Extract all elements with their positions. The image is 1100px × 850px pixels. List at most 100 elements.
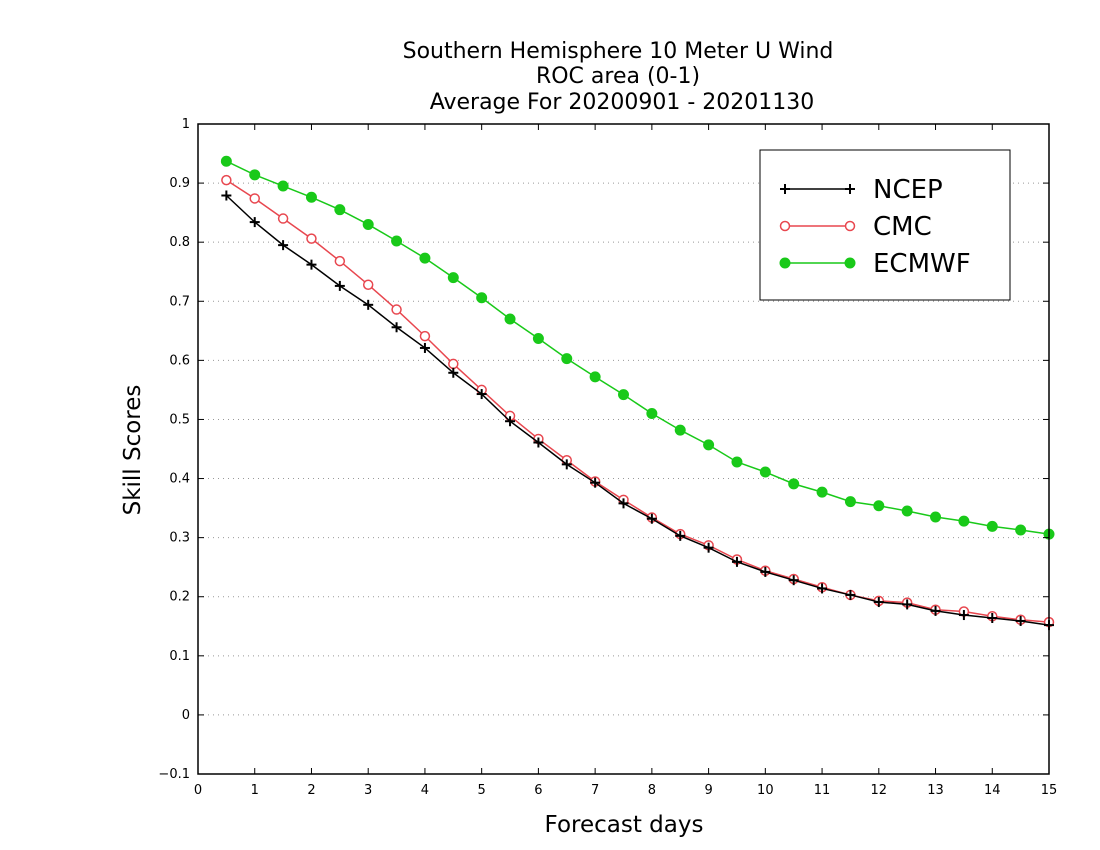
data-point-ecmwf (1015, 524, 1027, 536)
data-point-ncep (845, 589, 856, 600)
x-tick-label: 14 (984, 783, 1001, 798)
x-tick-label: 2 (307, 783, 315, 798)
data-point-ecmwf (930, 511, 942, 523)
data-point-ncep (618, 498, 629, 509)
y-tick-label: 0.3 (169, 531, 190, 546)
y-tick-label: 1 (182, 117, 190, 132)
y-tick-label: 0.4 (169, 472, 190, 487)
legend-box (759, 149, 1011, 301)
x-tick-label: 9 (704, 783, 712, 798)
x-tick-label: 1 (251, 783, 259, 798)
legend-marker (780, 184, 790, 194)
data-point-cmc (306, 233, 317, 244)
y-tick-label: −0.1 (158, 767, 190, 782)
y-axis-title: Skill Scores (120, 385, 146, 516)
data-point-ncep (363, 299, 374, 310)
data-point-ecmwf (986, 520, 998, 532)
x-tick-label: 0 (194, 783, 202, 798)
data-point-cmc (419, 330, 431, 342)
y-tick-label: 0.9 (169, 176, 190, 191)
data-point-ncep (391, 322, 402, 333)
data-point-ecmwf (816, 486, 828, 498)
y-tick-label: 0.1 (169, 649, 190, 664)
data-point-ncep (958, 610, 969, 621)
data-point-cmc (362, 279, 374, 290)
data-point-ecmwf (561, 353, 573, 365)
data-point-ncep (731, 556, 742, 567)
data-point-ncep (419, 342, 430, 353)
data-point-ecmwf (788, 478, 800, 490)
legend: NCEP CMC ECMWF (759, 149, 1011, 301)
data-point-ecmwf (589, 371, 601, 383)
x-tick-label: 12 (871, 783, 888, 798)
data-point-ncep (448, 367, 459, 378)
data-point-ncep (646, 513, 657, 524)
y-tick-label: 0.2 (169, 590, 190, 605)
x-tick-label: 3 (364, 783, 372, 798)
data-point-ecmwf (958, 515, 970, 527)
data-point-ecmwf (305, 191, 317, 203)
data-point-ncep (334, 280, 345, 291)
y-tick-label: 0.6 (169, 353, 190, 368)
plot-frame (197, 123, 1050, 775)
ticks: −0.100.10.20.30.40.50.60.70.80.910 1 2 3 4 5 6… (158, 117, 1057, 798)
x-tick-label: 13 (927, 783, 944, 798)
data-point-cmc (277, 213, 289, 224)
data-point-ncep (873, 597, 884, 608)
data-point-ncep (987, 613, 998, 623)
data-point-ncep (788, 575, 799, 586)
data-point-ecmwf (334, 204, 346, 216)
data-point-ecmwf (759, 466, 771, 478)
legend-label: NCEP (873, 175, 943, 205)
data-point-ncep (675, 530, 686, 541)
data-point-ncep (533, 437, 544, 448)
data-point-cmc (391, 304, 402, 315)
data-point-ecmwf (391, 235, 403, 247)
data-point-ecmwf (618, 389, 629, 401)
y-tick-label: 0.7 (169, 294, 190, 309)
chart-title-line-2: ROC area (0-1) (536, 64, 700, 89)
x-tick-label: 8 (648, 783, 656, 798)
x-axis-title: Forecast days (545, 812, 704, 838)
data-point-ecmwf (844, 496, 856, 508)
data-point-ncep (760, 566, 771, 577)
x-tick-label: 6 (534, 783, 542, 798)
x-tick-label: 4 (421, 783, 429, 798)
data-point-ncep (703, 542, 714, 553)
legend-marker (779, 257, 791, 269)
legend-item-ncep: NCEP (780, 175, 943, 205)
y-tick-label: 0.5 (169, 412, 190, 427)
data-point-ecmwf (419, 252, 431, 264)
data-point-ncep (817, 583, 828, 594)
legend-marker (844, 220, 856, 232)
y-tick-label: 0.8 (169, 235, 190, 250)
data-point-ncep (249, 217, 260, 228)
legend-label: ECMWF (873, 249, 971, 279)
data-point-ecmwf (220, 155, 232, 167)
legend-marker (845, 184, 855, 194)
legend-item-cmc: CMC (779, 212, 932, 242)
data-point-ecmwf (646, 408, 658, 420)
data-point-cmc (249, 193, 260, 204)
data-point-ecmwf (362, 218, 374, 230)
data-point-ncep (930, 605, 941, 616)
data-point-ncep (476, 389, 487, 400)
data-point-ecmwf (674, 424, 686, 436)
data-point-ecmwf (873, 500, 885, 512)
data-point-ecmwf (476, 292, 488, 304)
x-tick-label: 10 (757, 783, 774, 798)
data-point-cmc (334, 255, 346, 267)
y-tick-label: 0 (182, 708, 190, 723)
x-tick-label: 15 (1041, 783, 1058, 798)
data-point-ncep (561, 459, 572, 470)
data-point-ecmwf (277, 180, 289, 192)
data-point-ncep (278, 240, 289, 251)
data-point-cmc (221, 174, 232, 186)
data-point-ecmwf (901, 505, 913, 517)
series-ecmwf (220, 155, 1055, 540)
x-tick-label: 5 (478, 783, 486, 798)
data-point-cmc (448, 358, 459, 370)
chart-title-line-3: Average For 20200901 - 20201130 (430, 90, 815, 115)
grid-lines (198, 182, 1049, 716)
